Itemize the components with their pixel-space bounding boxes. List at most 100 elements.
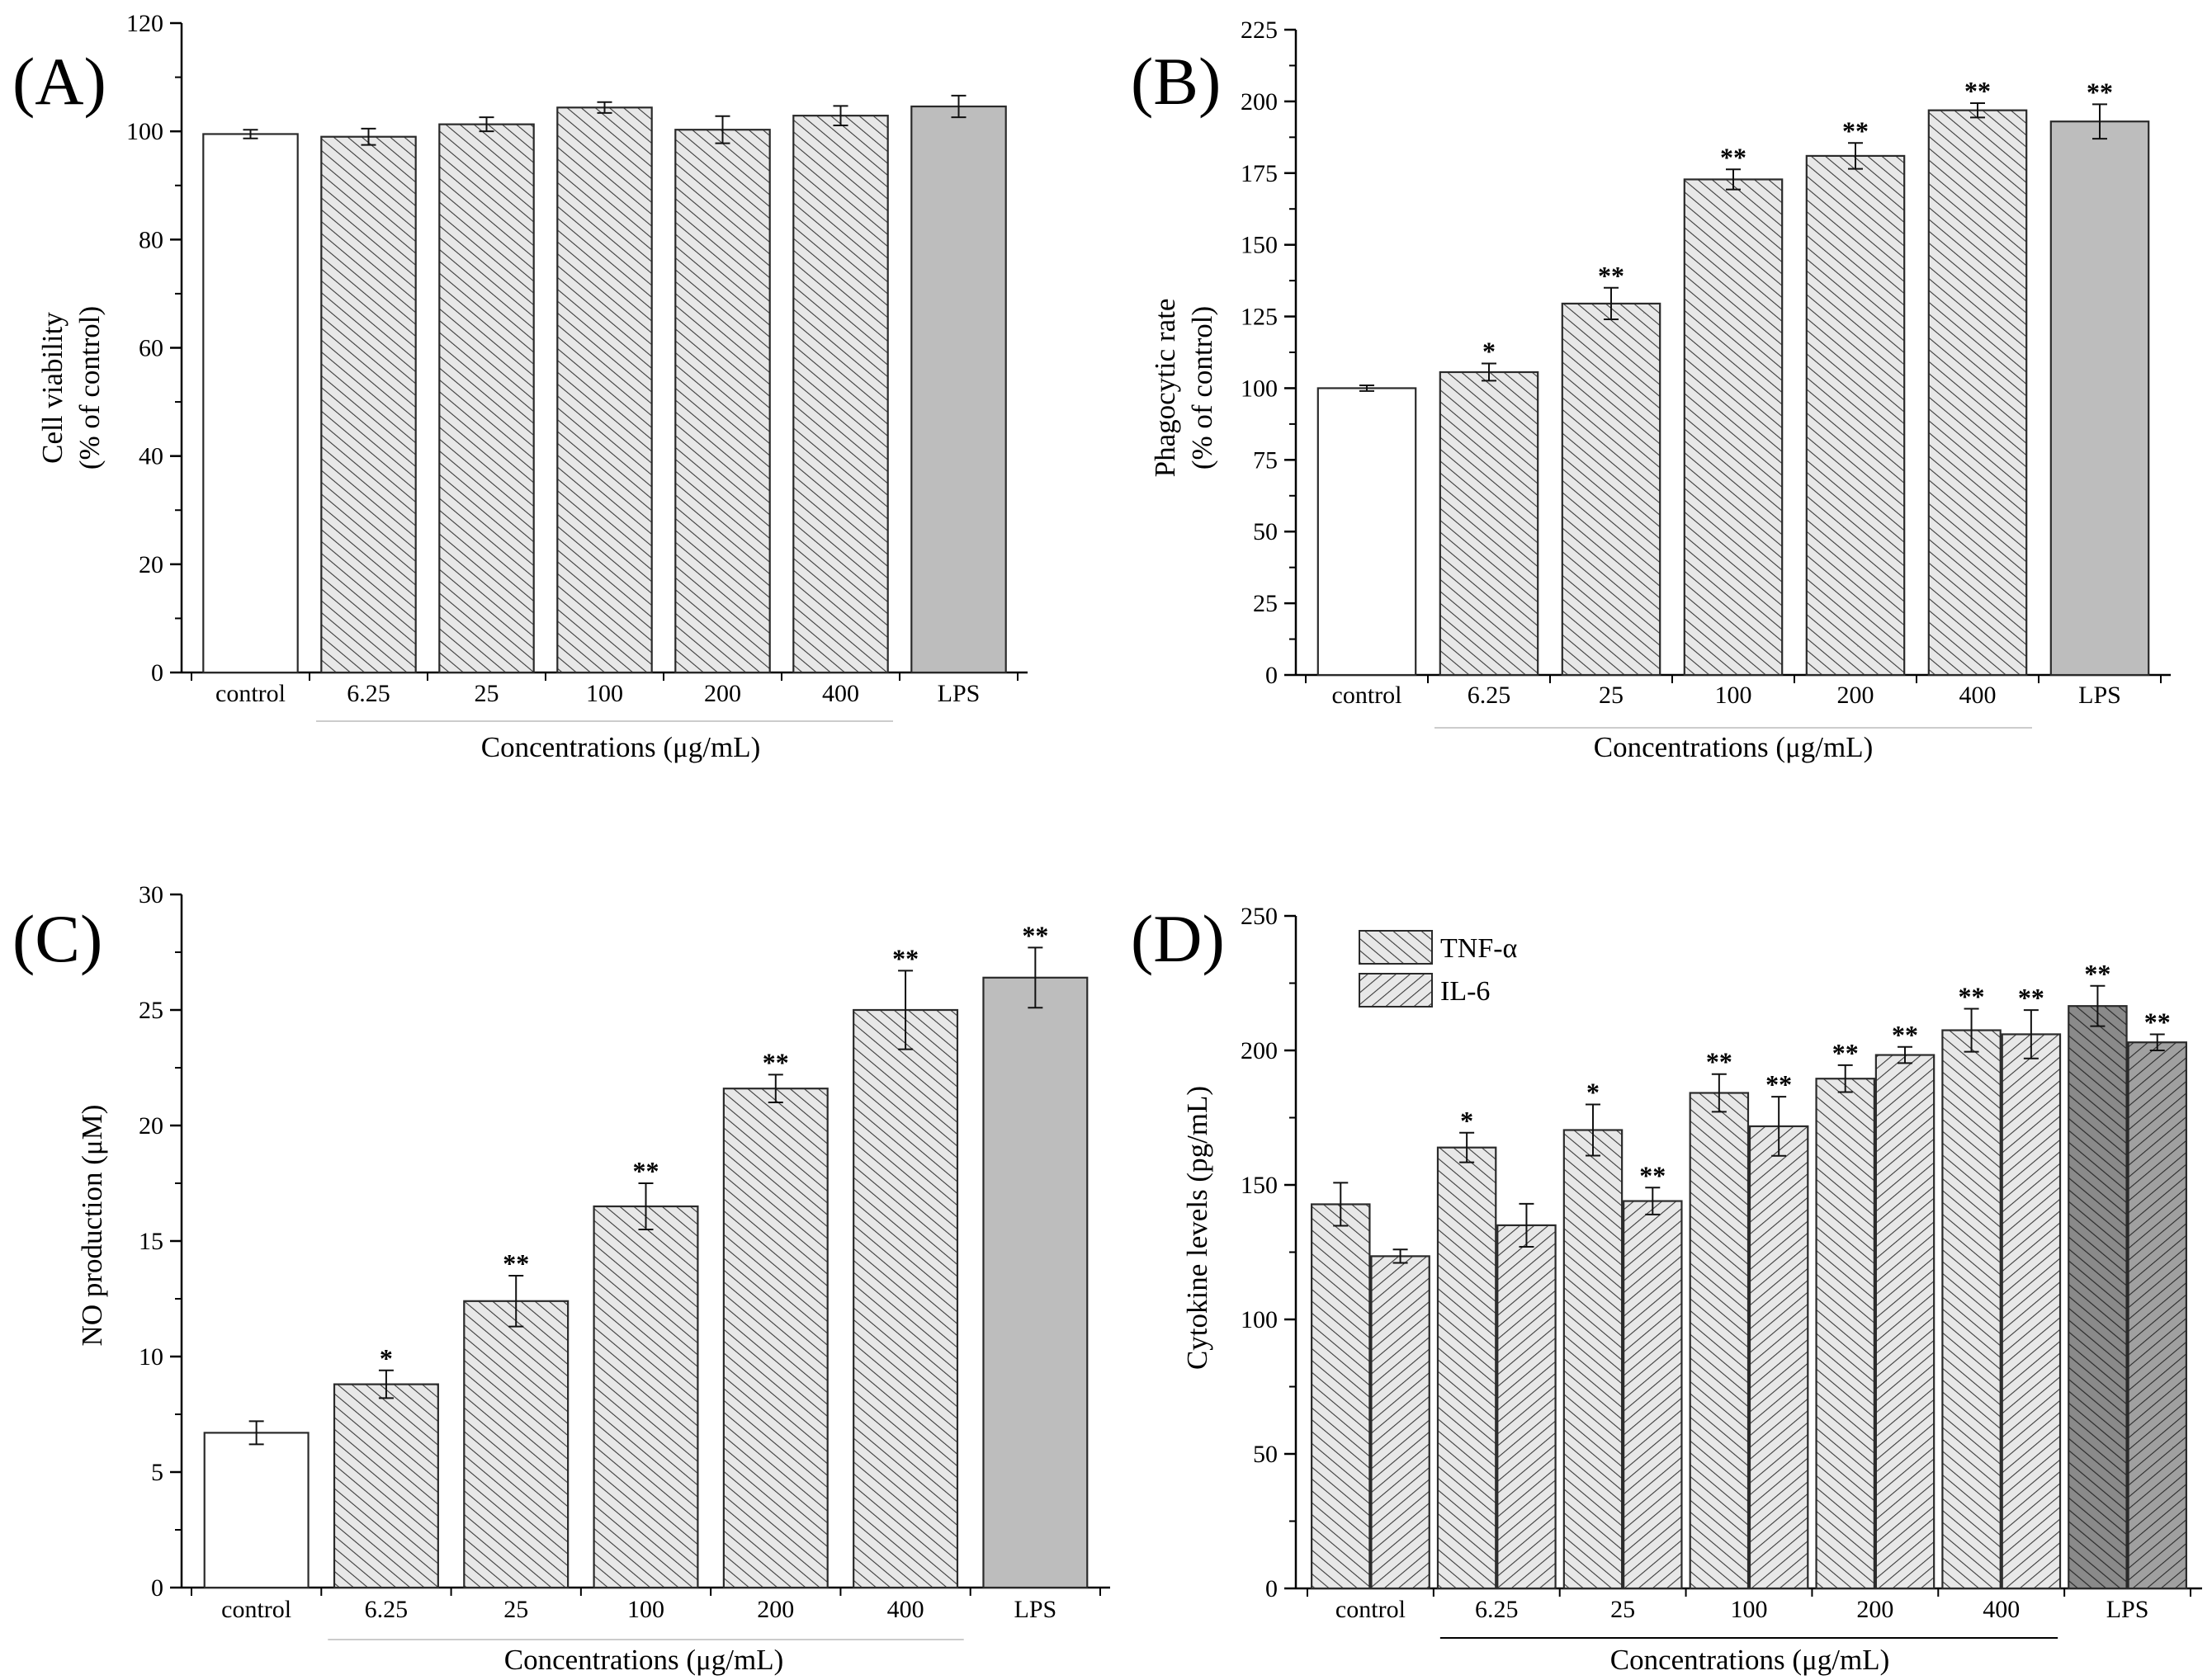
x-category-label: 200	[704, 680, 741, 707]
legend-label-tnf: TNF-α	[1440, 933, 1518, 964]
y-tick-label: 120	[126, 10, 163, 37]
x-category-label: 6.25	[1468, 682, 1511, 709]
series-0-significance-label: **	[1832, 1038, 1859, 1068]
panel-d-letter: (D)	[1131, 901, 1225, 976]
series-1-bar	[1370, 1255, 1430, 1590]
x-category-label: 400	[1983, 1596, 2020, 1623]
category-significance-label: **	[892, 943, 919, 973]
category-bar	[982, 976, 1089, 1589]
y-tick-label: 30	[139, 881, 163, 908]
panel-a-ylabel-line2: (% of control)	[73, 306, 106, 470]
category-bar	[792, 115, 889, 674]
series-0-bar	[1815, 1078, 1875, 1590]
legend-swatch-il6	[1359, 973, 1433, 1008]
category-bar	[1316, 387, 1417, 677]
series-0-bar	[1941, 1029, 2002, 1590]
category-bar	[203, 1432, 310, 1589]
category-bar	[1561, 302, 1661, 677]
y-tick-label: 10	[139, 1343, 163, 1371]
series-1-bar	[1874, 1054, 1936, 1590]
panel-a-y-title: Cell viability (% of control)	[36, 306, 106, 470]
x-category-label: 25	[503, 1596, 528, 1623]
x-category-label: 25	[1599, 682, 1624, 709]
x-category-label: 100	[586, 680, 623, 707]
series-0-significance-label: **	[2084, 959, 2110, 989]
panel-c-ylabel-line1: NO production (μM)	[76, 1105, 108, 1347]
x-category-label: 200	[757, 1596, 794, 1623]
x-category-label: 100	[627, 1596, 664, 1623]
y-tick-label: 25	[1253, 590, 1278, 617]
category-significance-label: **	[503, 1248, 529, 1278]
category-bar	[722, 1088, 829, 1589]
panel-b-ylabel-line2: (% of control)	[1186, 306, 1218, 470]
y-tick-label: 200	[1241, 88, 1278, 116]
category-bar	[1439, 370, 1539, 677]
panel-a-ylabel-line1: Cell viability	[36, 312, 69, 464]
y-tick-label: 0	[1265, 1575, 1278, 1602]
x-category-label: 400	[822, 680, 859, 707]
x-category-label: 400	[887, 1596, 924, 1623]
x-category-label: LPS	[2106, 1596, 2149, 1623]
category-significance-label: **	[1964, 76, 1991, 106]
y-tick-label: 100	[126, 118, 163, 145]
y-tick-label: 20	[139, 551, 163, 578]
y-tick-label: 0	[151, 1574, 163, 1602]
series-1-significance-label: **	[1892, 1020, 1918, 1050]
category-significance-label: *	[1482, 337, 1496, 366]
series-0-significance-label: **	[1959, 981, 1985, 1011]
category-bar	[556, 106, 653, 674]
series-1-significance-label: **	[2018, 983, 2044, 1012]
category-significance-label: **	[633, 1156, 659, 1186]
panel-b: (B) Phagocytic rate (% of control) Conce…	[1131, 17, 2171, 763]
series-1-significance-label: **	[1765, 1069, 1792, 1099]
panel-b-letter: (B)	[1131, 44, 1221, 119]
series-1-significance-label: **	[1639, 1160, 1666, 1190]
category-bar	[1927, 109, 2028, 677]
series-1-bar	[2127, 1041, 2187, 1590]
x-category-label: control	[221, 1596, 291, 1623]
y-tick-label: 75	[1253, 446, 1278, 474]
y-tick-label: 50	[1253, 1441, 1278, 1468]
category-significance-label: *	[380, 1343, 393, 1373]
series-0-bar	[1436, 1146, 1497, 1590]
category-significance-label: **	[1598, 261, 1624, 290]
panel-d-xlabel: Concentrations (μg/mL)	[1610, 1644, 1890, 1676]
series-0-significance-label: *	[1460, 1106, 1473, 1135]
panel-b-plot: 0 25 50 75 100 125 150 175 200 225 control 6.25 25 10…	[1241, 17, 2171, 729]
y-tick-label: 0	[1265, 662, 1278, 689]
category-bar	[2049, 120, 2150, 677]
panel-a-letter: (A)	[12, 44, 106, 119]
panel-d-plot: 0 50 100 150 200 250 control 6.25 25 100 200 400 LPS…	[1241, 903, 2202, 1639]
panel-b-xlabel: Concentrations (μg/mL)	[1594, 731, 1874, 763]
y-tick-label: 20	[139, 1112, 163, 1140]
y-tick-label: 60	[139, 335, 163, 362]
x-category-label: 6.25	[365, 1596, 409, 1623]
category-bar	[333, 1383, 439, 1589]
category-bar	[853, 1008, 959, 1589]
category-bar	[202, 133, 299, 674]
x-category-label: LPS	[938, 680, 981, 707]
category-bar	[463, 1300, 570, 1589]
x-category-label: control	[215, 680, 286, 707]
category-significance-label: **	[1720, 142, 1746, 172]
category-significance-label: **	[1022, 920, 1048, 950]
series-1-significance-label: **	[2144, 1007, 2171, 1036]
x-category-label: 25	[475, 680, 499, 707]
y-tick-label: 15	[139, 1228, 163, 1255]
category-significance-label: **	[1842, 116, 1869, 145]
series-1-bar	[2001, 1033, 2062, 1590]
category-bar	[593, 1205, 699, 1589]
y-tick-label: 125	[1241, 304, 1278, 331]
category-significance-label: **	[763, 1047, 789, 1077]
panel-c-xlabel: Concentrations (μg/mL)	[504, 1644, 784, 1676]
y-tick-label: 80	[139, 226, 163, 253]
series-0-bar	[2068, 1005, 2128, 1590]
x-category-label: 25	[1610, 1596, 1635, 1623]
y-tick-label: 200	[1241, 1037, 1278, 1064]
y-tick-label: 175	[1241, 160, 1278, 187]
y-tick-label: 40	[139, 443, 163, 470]
category-bar	[1805, 154, 1906, 677]
y-tick-label: 250	[1241, 903, 1278, 930]
y-tick-label: 225	[1241, 17, 1278, 44]
